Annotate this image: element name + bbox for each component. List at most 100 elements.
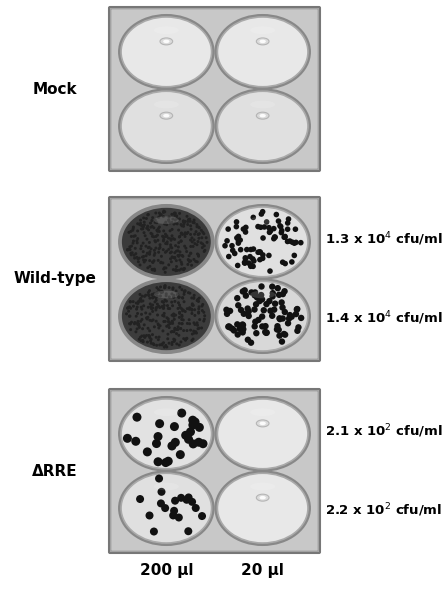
Circle shape [138, 223, 141, 226]
Circle shape [193, 233, 196, 236]
Circle shape [178, 304, 181, 307]
Circle shape [147, 213, 150, 216]
Circle shape [295, 324, 302, 331]
Circle shape [159, 261, 162, 264]
Circle shape [132, 305, 135, 308]
Circle shape [143, 323, 146, 326]
Circle shape [172, 295, 175, 298]
Circle shape [170, 292, 174, 295]
Circle shape [186, 337, 188, 340]
Circle shape [285, 220, 291, 226]
Ellipse shape [218, 473, 308, 543]
Circle shape [155, 306, 158, 309]
Circle shape [182, 496, 190, 504]
Circle shape [130, 253, 133, 256]
Circle shape [197, 255, 200, 258]
Circle shape [188, 308, 191, 311]
Circle shape [258, 224, 263, 230]
Circle shape [192, 322, 195, 325]
Circle shape [157, 499, 165, 508]
Circle shape [134, 331, 138, 334]
Circle shape [251, 323, 258, 329]
Circle shape [239, 322, 246, 328]
Circle shape [158, 488, 166, 496]
Circle shape [253, 301, 259, 308]
Circle shape [151, 260, 154, 263]
Circle shape [143, 223, 146, 226]
Circle shape [155, 475, 163, 482]
Circle shape [182, 223, 186, 226]
Circle shape [190, 227, 193, 230]
Circle shape [148, 246, 151, 249]
Circle shape [282, 309, 288, 315]
Circle shape [282, 233, 288, 239]
Circle shape [173, 251, 176, 254]
Circle shape [196, 299, 198, 302]
Circle shape [145, 254, 148, 257]
Circle shape [162, 229, 165, 232]
Circle shape [136, 229, 139, 232]
Circle shape [162, 301, 165, 304]
Circle shape [178, 212, 181, 215]
Circle shape [229, 243, 235, 248]
Circle shape [165, 292, 168, 295]
Circle shape [184, 527, 192, 535]
Circle shape [148, 253, 151, 256]
Circle shape [150, 293, 154, 296]
Circle shape [175, 214, 178, 217]
Circle shape [151, 296, 154, 299]
Circle shape [150, 219, 154, 222]
Circle shape [162, 320, 166, 323]
Circle shape [193, 221, 196, 224]
Circle shape [238, 307, 244, 313]
Circle shape [151, 261, 154, 264]
Circle shape [136, 241, 139, 244]
Circle shape [244, 305, 251, 312]
Circle shape [142, 224, 145, 227]
Circle shape [157, 338, 160, 341]
Ellipse shape [250, 217, 275, 224]
Circle shape [145, 334, 148, 337]
Circle shape [188, 322, 191, 325]
Circle shape [151, 333, 154, 336]
Circle shape [169, 244, 172, 247]
Circle shape [143, 295, 146, 298]
Circle shape [171, 497, 179, 505]
Circle shape [183, 235, 186, 238]
Ellipse shape [118, 88, 214, 164]
Circle shape [182, 268, 185, 271]
Ellipse shape [259, 496, 266, 499]
Text: 20 μl: 20 μl [241, 563, 284, 577]
Circle shape [178, 296, 181, 299]
Circle shape [136, 495, 144, 503]
Circle shape [166, 241, 169, 244]
Circle shape [189, 220, 191, 223]
Circle shape [189, 439, 198, 448]
Circle shape [185, 337, 188, 340]
Circle shape [178, 254, 181, 257]
Circle shape [179, 223, 182, 226]
Circle shape [131, 229, 134, 232]
Circle shape [255, 250, 261, 255]
Circle shape [177, 409, 186, 418]
Circle shape [161, 314, 164, 317]
Circle shape [133, 257, 136, 260]
Circle shape [130, 245, 133, 248]
Circle shape [151, 268, 154, 271]
Circle shape [251, 292, 258, 298]
Circle shape [235, 238, 241, 244]
Circle shape [154, 221, 157, 224]
Circle shape [162, 329, 165, 332]
Ellipse shape [214, 88, 311, 164]
Circle shape [175, 250, 178, 253]
Circle shape [180, 232, 183, 235]
Circle shape [239, 329, 246, 335]
Circle shape [184, 310, 187, 313]
Circle shape [141, 256, 144, 259]
Circle shape [222, 243, 228, 248]
Circle shape [184, 231, 187, 234]
Circle shape [170, 228, 174, 231]
Circle shape [260, 235, 266, 241]
Circle shape [132, 235, 135, 238]
Circle shape [157, 259, 160, 262]
